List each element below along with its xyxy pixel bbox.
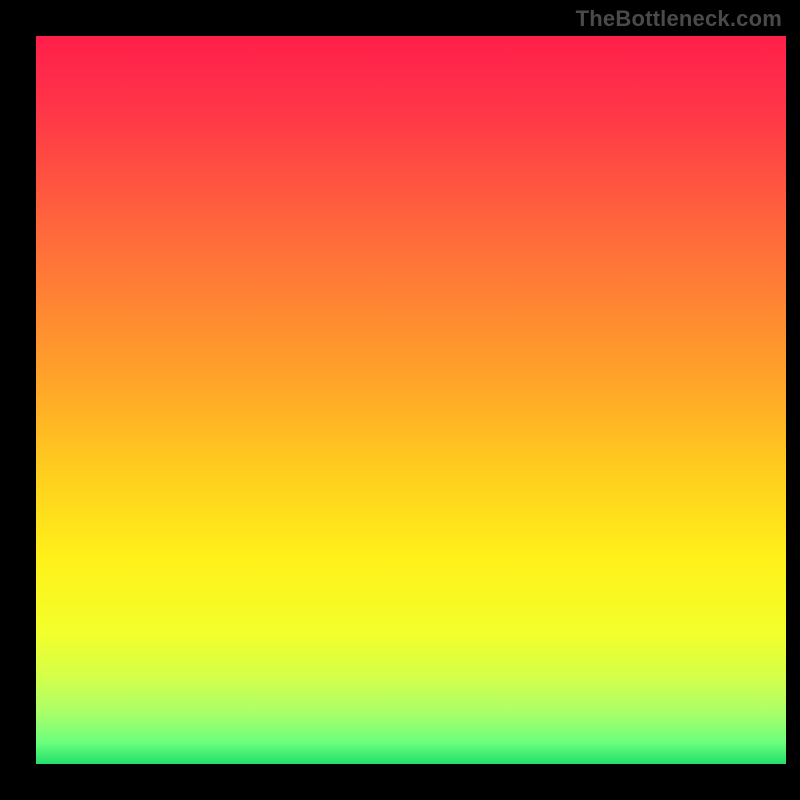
plot-area: [36, 36, 786, 764]
gradient-background: [36, 36, 786, 764]
watermark-text: TheBottleneck.com: [576, 6, 782, 32]
